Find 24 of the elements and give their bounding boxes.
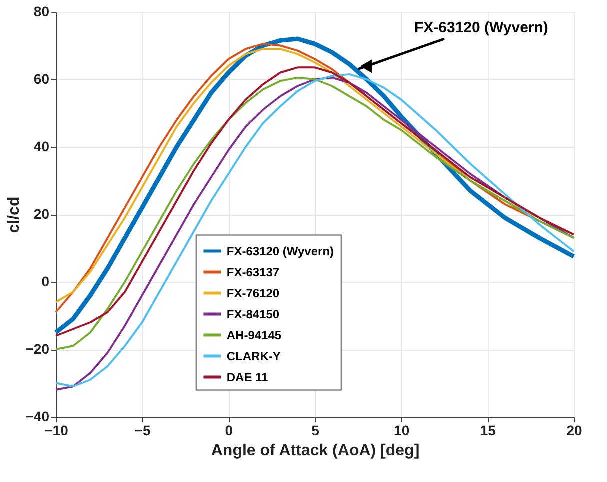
legend-label: DAE 11 bbox=[226, 370, 269, 384]
legend-label: FX-76120 bbox=[226, 286, 280, 300]
legend-label: FX-84150 bbox=[226, 307, 280, 322]
y-tick-label: −20 bbox=[26, 341, 50, 357]
legend-label: FX-63120 (Wyvern) bbox=[226, 244, 334, 258]
x-tick-label: −10 bbox=[44, 422, 69, 438]
x-tick-label: 10 bbox=[394, 422, 410, 438]
legend-label: CLARK-Y bbox=[226, 349, 281, 364]
x-tick-label: 0 bbox=[225, 422, 234, 438]
y-tick-label: 60 bbox=[34, 71, 50, 87]
x-tick-label: 15 bbox=[480, 422, 496, 438]
x-tick-label: 5 bbox=[312, 422, 320, 438]
y-axis-title: cl/cd bbox=[6, 196, 23, 234]
x-tick-label: −5 bbox=[134, 422, 152, 438]
y-tick-label: −40 bbox=[26, 408, 50, 424]
y-tick-label: 0 bbox=[42, 274, 50, 290]
y-tick-label: 20 bbox=[34, 206, 50, 222]
y-tick-label: 40 bbox=[34, 138, 50, 154]
legend-label: FX-63137 bbox=[226, 265, 280, 280]
x-axis-title: Angle of Attack (AoA) [deg] bbox=[211, 442, 420, 460]
annotation: FX-63120 (Wyvern) bbox=[414, 19, 548, 36]
legend-label: AH-94145 bbox=[226, 328, 282, 342]
y-tick-label: 80 bbox=[34, 4, 50, 20]
x-tick-label: 20 bbox=[566, 422, 582, 438]
